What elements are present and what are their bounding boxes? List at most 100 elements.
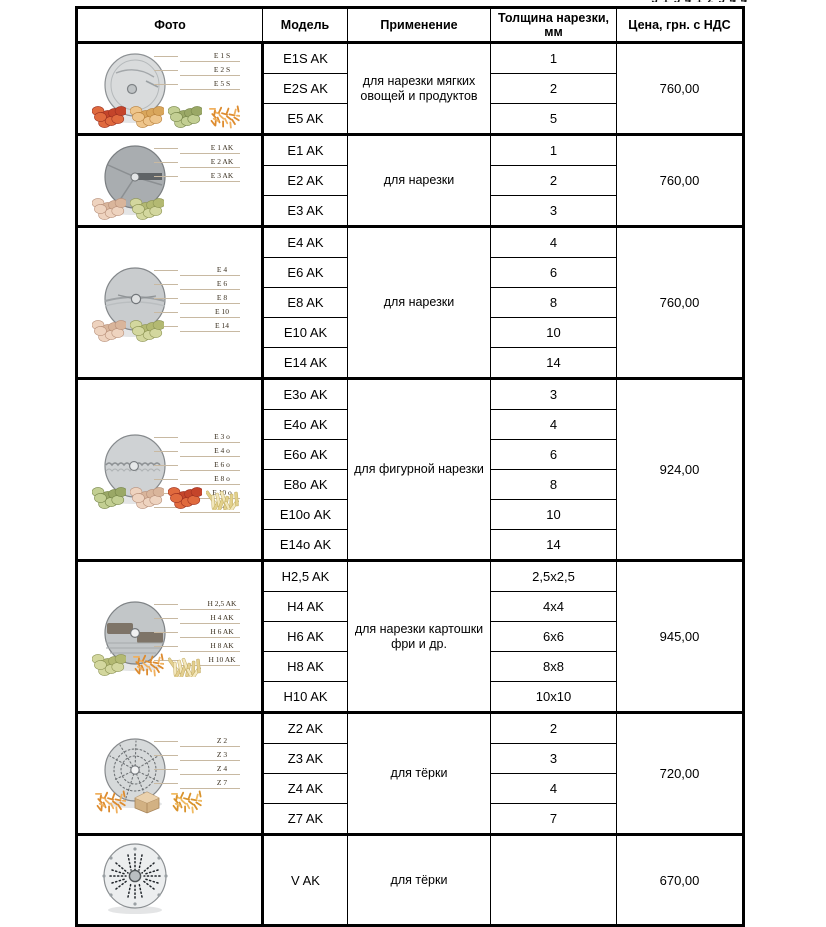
product-photo-cell: E 4 E 6 E 8 E 10 E 14: [75, 225, 264, 379]
model-cell: E14о AK: [262, 529, 348, 562]
column-header-thickness: Толщина нарезки, мм: [490, 6, 617, 44]
carrot-sample-icon: [206, 103, 240, 129]
disc-leader-label: E 6 o: [154, 460, 264, 471]
application-cell: для нарезки картошки фри и др.: [347, 559, 491, 713]
disc-leader-label: E 8: [154, 293, 264, 304]
thickness-cell: 3: [490, 195, 617, 228]
model-cell: Z2 AK: [262, 711, 348, 744]
table-row: E3 AK 3: [77, 195, 744, 228]
column-header-price: Цена, грн. с НДС: [616, 6, 745, 44]
disc-leader-label: Z 2: [154, 736, 264, 747]
photo-box: E 1 AK E 2 AK E 3 AK: [78, 137, 264, 225]
disc-leader-label: E 1 S: [154, 51, 264, 62]
thickness-cell: 10x10: [490, 681, 617, 714]
potato-sample-icon: [92, 317, 126, 343]
model-cell: Z4 AK: [262, 773, 348, 804]
chips-sample-icon: [206, 484, 240, 510]
thickness-header-line1: Толщина нарезки,: [497, 11, 610, 25]
price-table-sheet: Фото Модель Применение Толщина нарезки, …: [75, 6, 745, 927]
price-cell: 760,00: [616, 225, 745, 379]
price-cell: 760,00: [616, 41, 745, 135]
model-cell: E5 AK: [262, 103, 348, 136]
disc-leader-label: E 3 o: [154, 432, 264, 443]
model-cell: E6о AK: [262, 439, 348, 470]
model-cell: H2,5 AK: [262, 559, 348, 592]
thickness-cell: 4: [490, 409, 617, 440]
rasp-disc-icon: [96, 842, 174, 916]
model-cell: H4 AK: [262, 591, 348, 622]
table-row: E10о AK 10: [77, 499, 744, 530]
table-row: E 3 oE 4 oE 6 oE 8 oE 10 oE 14 o E3о AKд…: [75, 377, 745, 561]
disc-leader-label: E 5 S: [154, 79, 264, 90]
thickness-cell: 1: [490, 41, 617, 74]
table-row: E2 AK 2: [77, 165, 744, 196]
disc-leader-list: E 1 S E 2 S E 5 S: [154, 51, 264, 94]
application-cell: для тёрки: [347, 711, 491, 835]
price-table: Фото Модель Применение Толщина нарезки, …: [75, 6, 745, 927]
thickness-cell: 10: [490, 499, 617, 530]
model-cell: E6 AK: [262, 257, 348, 288]
table-row: H4 AK 4x4: [77, 591, 744, 622]
disc-leader-label: E 4: [154, 265, 264, 276]
disc-leader-label: Z 7: [154, 778, 264, 789]
zuchini-sample-icon: [130, 195, 164, 221]
model-cell: E1 AK: [262, 133, 348, 166]
thickness-cell: 4: [490, 773, 617, 804]
disc-leader-label: E 10: [154, 307, 264, 318]
thickness-cell: 8: [490, 287, 617, 318]
model-cell: E2 AK: [262, 165, 348, 196]
price-cell: 670,00: [616, 833, 745, 927]
thickness-header-line2: мм: [544, 25, 563, 39]
model-cell: E8 AK: [262, 287, 348, 318]
model-cell: E4о AK: [262, 409, 348, 440]
thickness-cell: 5: [490, 103, 617, 136]
disc-leader-label: Z 4: [154, 764, 264, 775]
table-row: Z7 AK 7: [77, 803, 744, 836]
model-cell: E3о AK: [262, 377, 348, 410]
thickness-cell: 6: [490, 439, 617, 470]
cut-product-samples: [92, 317, 164, 343]
product-photo-cell: E 1 S E 2 S E 5 S: [75, 41, 264, 135]
column-header-photo: Фото: [75, 6, 263, 44]
product-photo-cell: H 2,5 AK H 4 AK H 6 AK H 8 AK H 10 AK: [75, 559, 264, 713]
disc-leader-label: H 2,5 AK: [154, 599, 264, 610]
price-cell: 720,00: [616, 711, 745, 835]
application-cell: для нарезки: [347, 133, 491, 227]
cube-sample-icon: [130, 788, 164, 814]
product-photo-cell: E 1 AK E 2 AK E 3 AK: [75, 133, 264, 227]
model-cell: Z7 AK: [262, 803, 348, 836]
model-cell: E2S AK: [262, 73, 348, 104]
product-photo-cell: E 3 oE 4 oE 6 oE 8 oE 10 oE 14 o: [75, 377, 264, 561]
photo-box: E 3 oE 4 oE 6 oE 8 oE 10 oE 14 o: [78, 426, 264, 514]
disc-leader-label: E 14: [154, 321, 264, 332]
cut-product-samples: [92, 484, 240, 510]
thickness-cell: 2: [490, 711, 617, 744]
table-row: H6 AK 6x6: [77, 621, 744, 652]
thickness-cell: 14: [490, 347, 617, 380]
price-cell: 924,00: [616, 377, 745, 561]
header-row: Фото Модель Применение Толщина нарезки, …: [75, 6, 745, 44]
potato-sample-icon: [92, 195, 126, 221]
disc-leader-label: H 6 AK: [154, 627, 264, 638]
table-header: Фото Модель Применение Толщина нарезки, …: [75, 6, 745, 44]
table-row: E5 AK 5: [77, 103, 744, 136]
thickness-cell: [490, 833, 617, 927]
table-row: E8 AK 8: [77, 287, 744, 318]
cuke-sample-icon: [92, 484, 126, 510]
photo-box: E 1 S E 2 S E 5 S: [78, 45, 264, 133]
table-row: E4о AK 4: [77, 409, 744, 440]
cropped-header-text: 3 1 5 4 1 2 5 4 4: [651, 0, 748, 2]
thickness-cell: 7: [490, 803, 617, 836]
product-photo-cell: Z 2 Z 3 Z 4 Z 7: [75, 711, 264, 835]
disc-leader-label: E 3 AK: [154, 171, 264, 182]
disc-leader-label: E 2 S: [154, 65, 264, 76]
model-cell: E14 AK: [262, 347, 348, 380]
model-cell: H10 AK: [262, 681, 348, 714]
model-cell: H6 AK: [262, 621, 348, 652]
table-row: E14о AK 14: [77, 529, 744, 562]
table-row: V AK для тёрки 670,00: [75, 833, 745, 927]
thickness-cell: 6x6: [490, 621, 617, 652]
table-row: E 1 AK E 2 AK E 3 AK E1 AK для нарезки 1 760,…: [75, 133, 745, 227]
bread-sample-icon: [130, 103, 164, 129]
table-row: H10 AK 10x10: [77, 681, 744, 714]
